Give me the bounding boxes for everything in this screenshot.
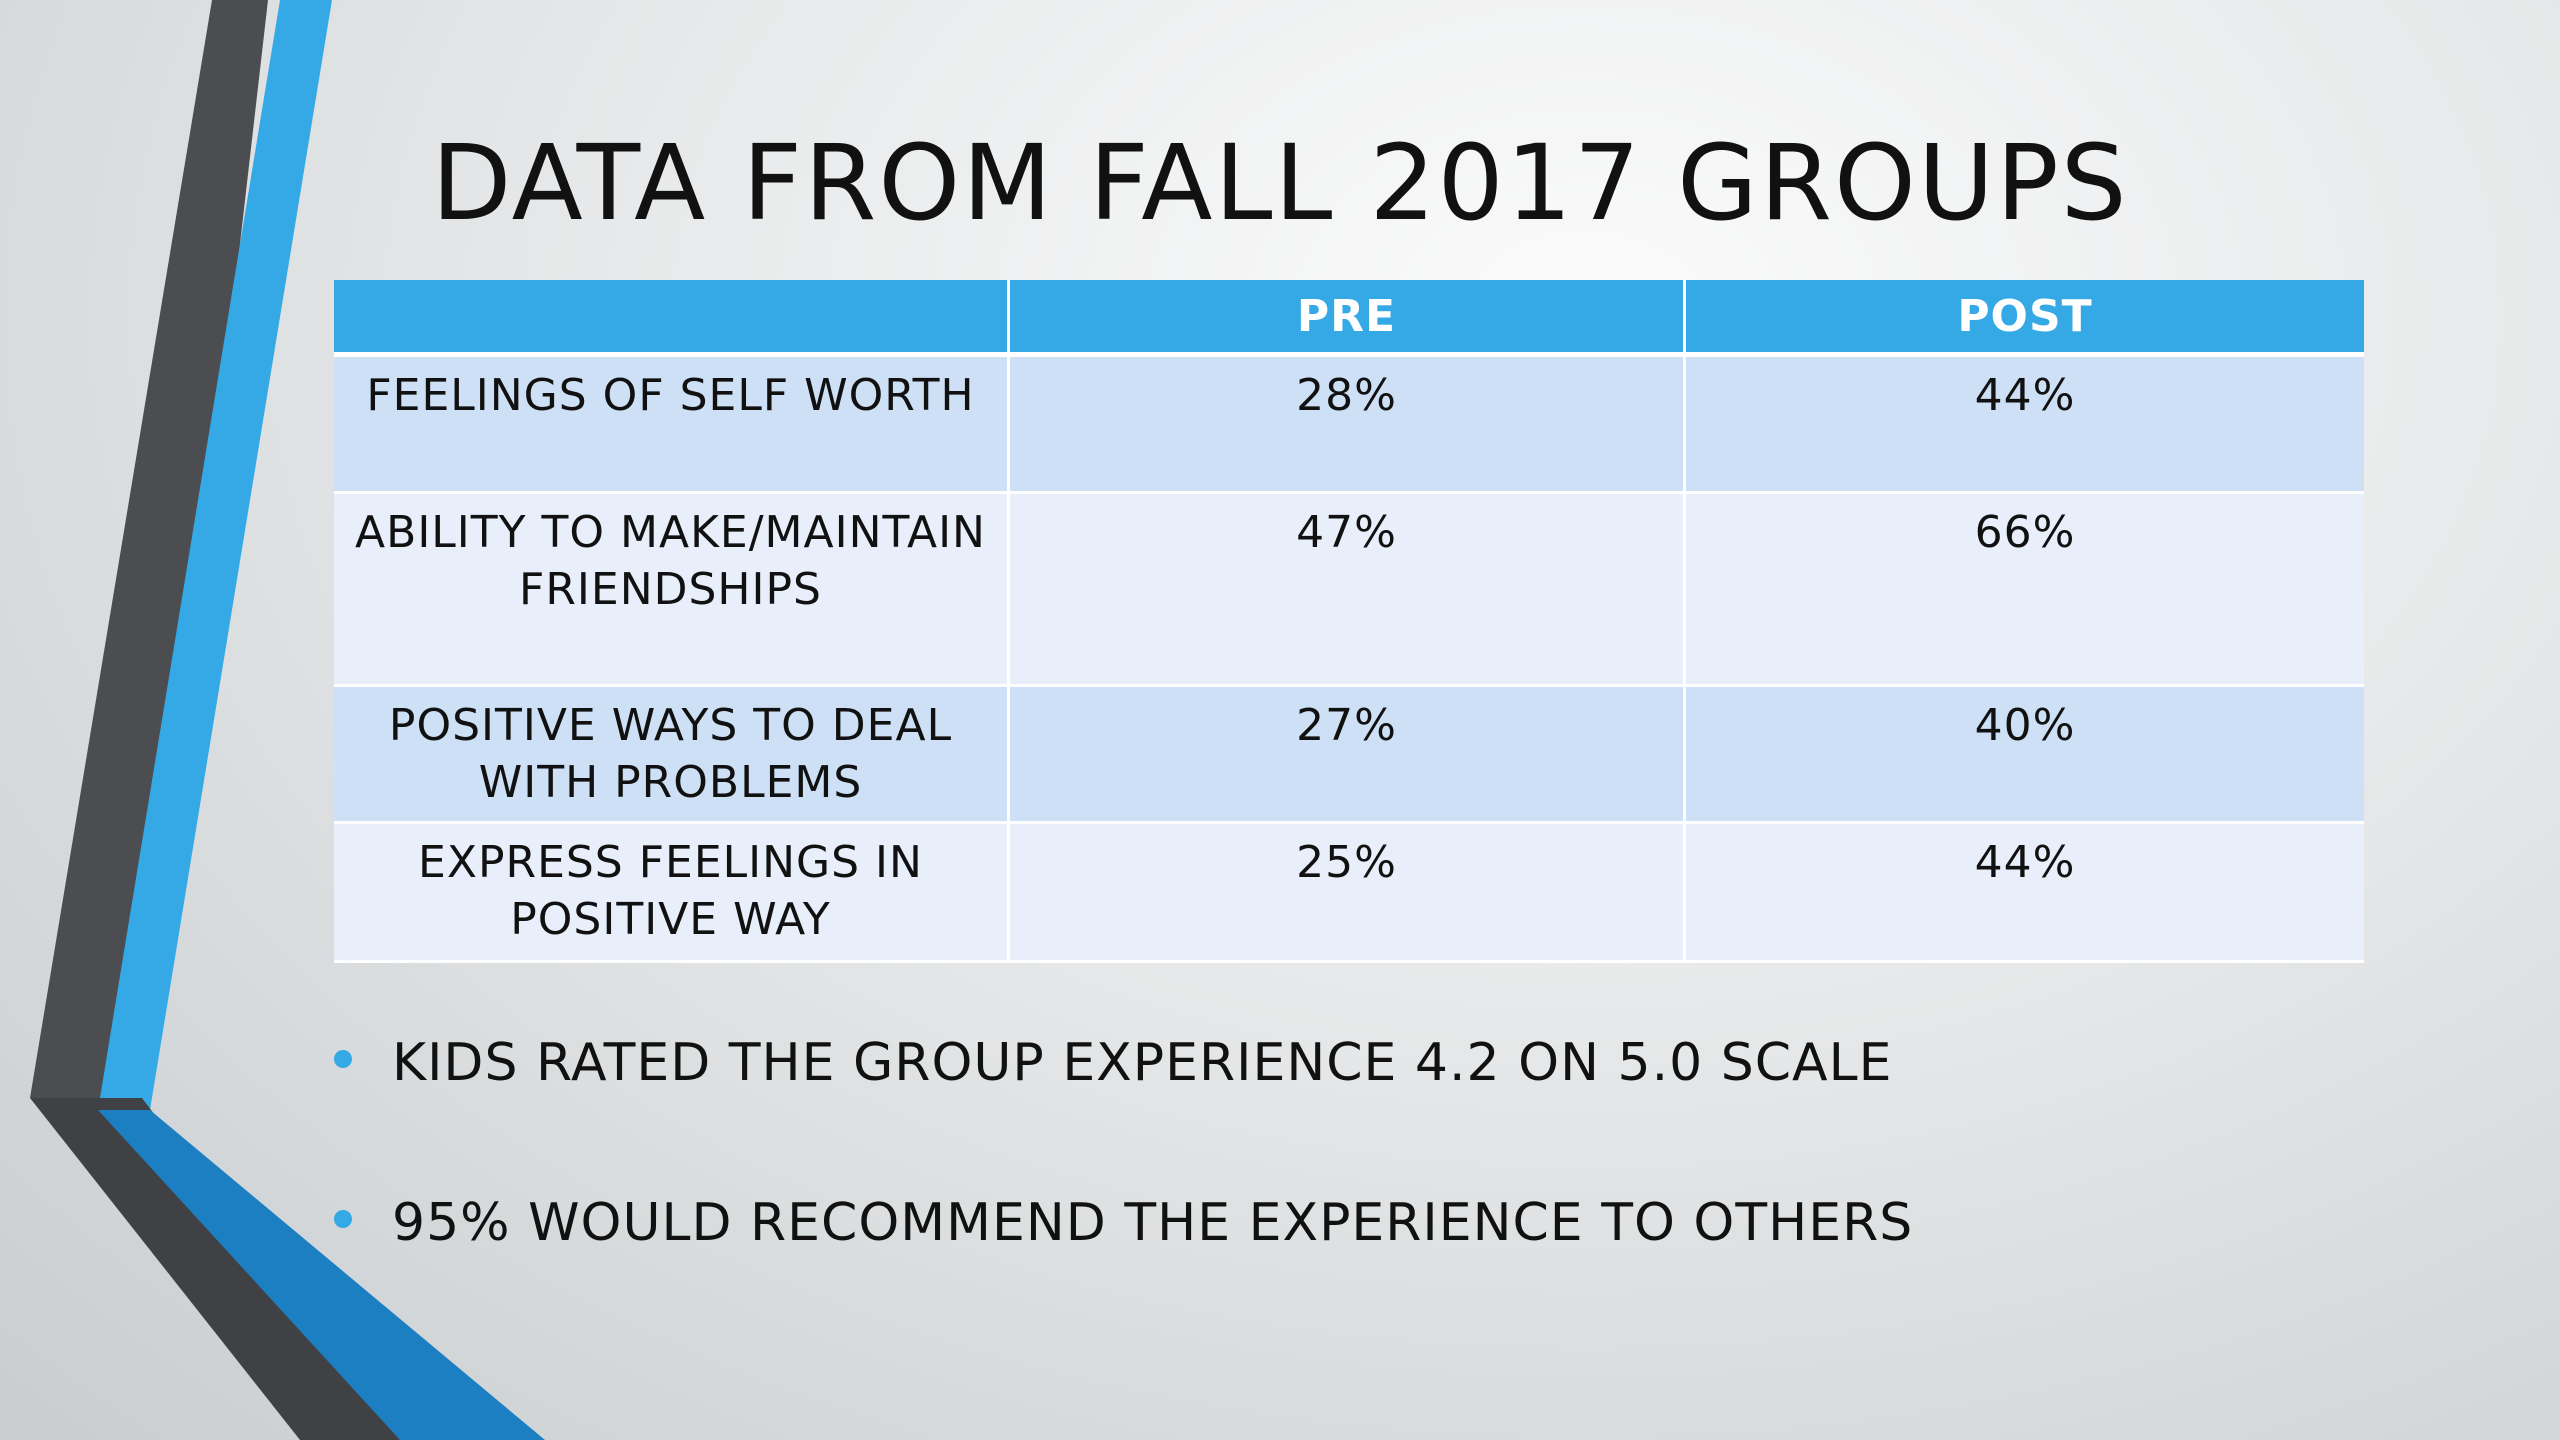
blue-stripe (98, 0, 332, 1110)
blue-diagonal (98, 1110, 545, 1440)
table-row: FEELINGS OF SELF WORTH 28% 44% (334, 357, 2364, 494)
row-label: EXPRESS FEELINGS IN POSITIVE WAY (334, 824, 1010, 963)
bullet-list: KIDS RATED THE GROUP EXPERIENCE 4.2 ON 5… (330, 1020, 1913, 1340)
results-table: PRE POST FEELINGS OF SELF WORTH 28% 44% … (334, 280, 2364, 963)
table-row: POSITIVE WAYS TO DEAL WITH PROBLEMS 27% … (334, 687, 2364, 824)
pre-value: 28% (1010, 357, 1686, 494)
table-header-row: PRE POST (334, 280, 2364, 357)
bullet-item: KIDS RATED THE GROUP EXPERIENCE 4.2 ON 5… (330, 1020, 1913, 1106)
bullet-text: KIDS RATED THE GROUP EXPERIENCE 4.2 ON 5… (392, 1033, 1893, 1093)
bullet-item: 95% WOULD RECOMMEND THE EXPERIENCE TO OT… (330, 1180, 1913, 1266)
table-row: EXPRESS FEELINGS IN POSITIVE WAY 25% 44% (334, 824, 2364, 963)
post-value: 44% (1686, 824, 2364, 963)
bullet-dot-icon (334, 1050, 352, 1068)
dark-gray-diagonal (30, 1098, 400, 1440)
row-label: ABILITY TO MAKE/MAINTAIN FRIENDSHIPS (334, 494, 1010, 687)
header-empty-cell (334, 280, 1010, 357)
header-post: POST (1686, 280, 2364, 357)
bullet-text: 95% WOULD RECOMMEND THE EXPERIENCE TO OT… (392, 1193, 1914, 1253)
pre-value: 47% (1010, 494, 1686, 687)
post-value: 66% (1686, 494, 2364, 687)
pre-value: 27% (1010, 687, 1686, 824)
dark-gray-stripe (30, 0, 268, 1098)
bullet-dot-icon (334, 1210, 352, 1228)
post-value: 44% (1686, 357, 2364, 494)
slide-title: DATA FROM FALL 2017 GROUPS (431, 122, 2129, 244)
header-pre: PRE (1010, 280, 1686, 357)
post-value: 40% (1686, 687, 2364, 824)
table-row: ABILITY TO MAKE/MAINTAIN FRIENDSHIPS 47%… (334, 494, 2364, 687)
row-label: POSITIVE WAYS TO DEAL WITH PROBLEMS (334, 687, 1010, 824)
row-label: FEELINGS OF SELF WORTH (334, 357, 1010, 494)
pre-value: 25% (1010, 824, 1686, 963)
